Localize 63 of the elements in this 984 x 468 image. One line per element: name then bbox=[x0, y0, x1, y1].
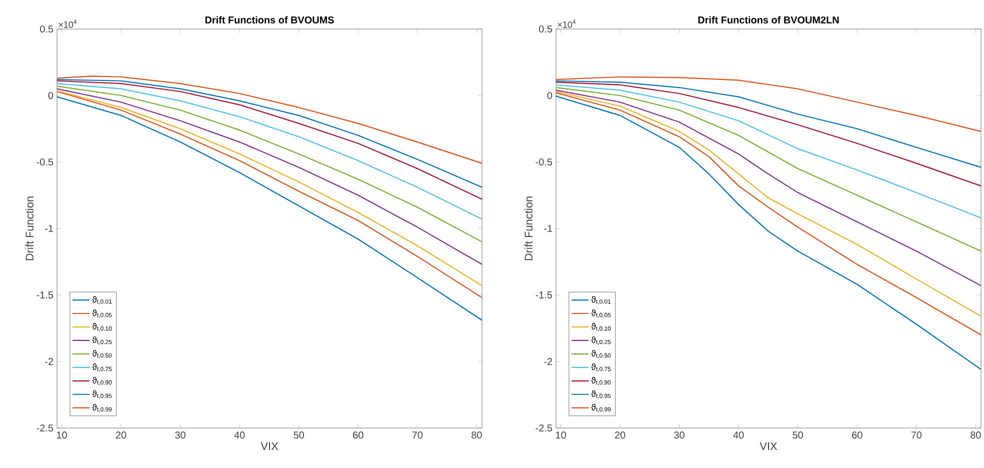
x-axis-title: VIX bbox=[260, 442, 278, 450]
y-tick-label: -0.5 bbox=[36, 158, 54, 166]
x-tick-label: 70 bbox=[412, 432, 423, 439]
legend-label: ϑ$_{t,0.10}$ bbox=[591, 322, 611, 332]
y-tick-label: -0.5 bbox=[536, 158, 552, 166]
y-tick-label: -1 bbox=[544, 225, 552, 232]
legend-label: ϑ$_{t,0.10}$ bbox=[92, 322, 112, 332]
x-tick-label: 60 bbox=[353, 432, 364, 439]
y-tick-label: -2 bbox=[544, 358, 552, 365]
legend-label: ϑ$_{t,0.01}$ bbox=[92, 296, 112, 304]
line-series bbox=[555, 82, 982, 186]
x-tick-label: 60 bbox=[852, 432, 862, 439]
legend-label: ϑ$_{t,0.90}$ bbox=[92, 376, 112, 386]
y-tick-label: -1.5 bbox=[536, 292, 552, 298]
legend-label: ϑ$_{t,0.95}$ bbox=[591, 390, 611, 399]
legend-label: ϑ$_{t,0.05}$ bbox=[591, 310, 611, 318]
legend-label: ϑ$_{t,0.05}$ bbox=[92, 310, 112, 318]
legend-label: ϑ$_{t,0.75}$ bbox=[591, 363, 611, 372]
y-axis-title: Drift Function bbox=[25, 196, 34, 260]
x-tick-label: 30 bbox=[674, 432, 684, 439]
line-series bbox=[555, 76, 982, 132]
text: ×10$^{4}$ bbox=[58, 20, 77, 28]
x-tick-label: 50 bbox=[294, 432, 304, 439]
legend-label: ϑ$_{t,0.90}$ bbox=[591, 376, 611, 386]
y-tick-label: 0 bbox=[547, 92, 552, 100]
x-tick-label: 20 bbox=[614, 432, 626, 439]
x-tick-label: 80 bbox=[970, 432, 981, 439]
y-tick-label: 0.5 bbox=[40, 25, 54, 33]
x-tick-label: 10 bbox=[556, 432, 566, 439]
legend-label: ϑ$_{t,0.01}$ bbox=[591, 296, 611, 304]
x-tick-label: 50 bbox=[792, 432, 804, 439]
legend-label: ϑ$_{t,0.25}$ bbox=[591, 336, 611, 345]
x-tick-label: 40 bbox=[733, 432, 744, 439]
x-axis-title: VIX bbox=[760, 442, 778, 450]
x-tick-label: 80 bbox=[472, 432, 482, 439]
y-tick-label: 0 bbox=[48, 92, 54, 100]
legend-label: ϑ$_{t,0.50}$ bbox=[92, 350, 112, 358]
x-tick-label: 30 bbox=[175, 432, 186, 439]
y-axis-title: Drift Function bbox=[524, 196, 532, 260]
y-tick-label: -1.5 bbox=[36, 292, 54, 298]
line-series bbox=[56, 82, 483, 220]
chart-title: Drift Functions of BVOUMS bbox=[205, 16, 334, 24]
line-series bbox=[555, 80, 982, 168]
y-tick-label: 0.5 bbox=[539, 25, 552, 33]
chart-title: Drift Functions of BVOUM2LN bbox=[698, 16, 839, 24]
y-tick-label: -2 bbox=[45, 358, 53, 365]
text: ×10$^{4}$ bbox=[558, 20, 576, 28]
legend-label: ϑ$_{t,0.95}$ bbox=[92, 390, 112, 399]
legend-label: ϑ$_{t,0.99}$ bbox=[591, 404, 611, 412]
x-tick-label: 40 bbox=[234, 432, 245, 439]
y-tick-label: -1 bbox=[45, 225, 54, 232]
x-tick-label: 70 bbox=[911, 432, 922, 439]
y-tick-label: -2.5 bbox=[536, 424, 552, 432]
legend-label: ϑ$_{t,0.50}$ bbox=[591, 350, 611, 358]
legend-label: ϑ$_{t,0.25}$ bbox=[92, 336, 112, 345]
y-tick-label: -2.5 bbox=[36, 424, 54, 432]
line-series bbox=[555, 84, 982, 218]
line-series bbox=[555, 86, 982, 252]
legend-label: ϑ$_{t,0.99}$ bbox=[92, 404, 112, 412]
line-series bbox=[56, 76, 483, 164]
x-tick-label: 20 bbox=[116, 432, 126, 439]
legend-label: ϑ$_{t,0.75}$ bbox=[92, 363, 112, 372]
x-tick-label: 10 bbox=[56, 432, 67, 439]
